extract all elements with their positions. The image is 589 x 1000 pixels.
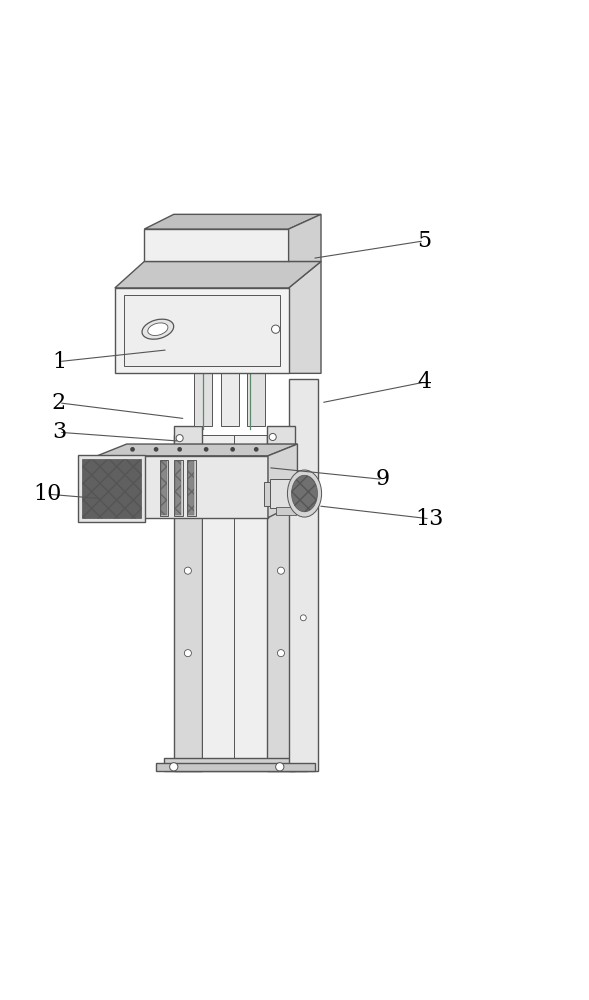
Bar	[188, 461, 194, 515]
Bar	[115, 288, 289, 373]
Bar	[161, 461, 167, 515]
Bar	[202, 435, 234, 771]
Bar	[175, 461, 181, 515]
Bar	[97, 456, 268, 518]
Polygon shape	[187, 460, 196, 516]
Text: 3: 3	[52, 421, 66, 443]
Circle shape	[177, 447, 182, 452]
Text: 4: 4	[417, 371, 431, 393]
Bar	[221, 373, 239, 426]
Polygon shape	[174, 460, 183, 516]
Bar	[289, 379, 318, 771]
Circle shape	[277, 650, 284, 657]
Bar	[78, 455, 145, 522]
Text: 10: 10	[33, 483, 61, 505]
Polygon shape	[160, 460, 168, 516]
Text: 13: 13	[416, 508, 444, 530]
Circle shape	[176, 435, 183, 442]
Circle shape	[230, 447, 235, 452]
Bar	[267, 426, 295, 444]
Text: 5: 5	[417, 230, 431, 252]
Circle shape	[204, 447, 209, 452]
Bar	[194, 373, 212, 426]
Circle shape	[300, 615, 306, 621]
Text: 2: 2	[52, 392, 66, 414]
Bar	[247, 373, 265, 426]
Circle shape	[300, 497, 306, 503]
Bar	[164, 758, 307, 771]
Polygon shape	[289, 214, 321, 261]
Bar	[82, 459, 141, 518]
Circle shape	[184, 567, 191, 574]
Circle shape	[269, 433, 276, 441]
Circle shape	[277, 567, 284, 574]
Bar	[276, 507, 296, 515]
Text: 1: 1	[52, 351, 66, 373]
Bar	[264, 482, 270, 506]
Bar	[144, 229, 289, 261]
Circle shape	[170, 763, 178, 771]
Circle shape	[272, 325, 280, 333]
Text: 9: 9	[376, 468, 390, 490]
Polygon shape	[144, 214, 321, 229]
Circle shape	[130, 447, 135, 452]
Ellipse shape	[287, 470, 322, 517]
Circle shape	[276, 763, 284, 771]
Circle shape	[154, 447, 158, 452]
Ellipse shape	[292, 475, 317, 512]
Circle shape	[254, 447, 259, 452]
Bar	[270, 479, 300, 508]
Polygon shape	[115, 261, 321, 288]
Bar	[234, 435, 267, 771]
Bar	[156, 763, 315, 771]
Bar	[174, 426, 202, 444]
Bar	[124, 295, 280, 366]
Polygon shape	[97, 444, 297, 456]
Circle shape	[184, 650, 191, 657]
Ellipse shape	[142, 319, 174, 339]
Bar	[174, 435, 202, 771]
Bar	[267, 435, 295, 771]
Polygon shape	[268, 444, 297, 518]
Ellipse shape	[148, 323, 168, 335]
Polygon shape	[289, 261, 321, 373]
